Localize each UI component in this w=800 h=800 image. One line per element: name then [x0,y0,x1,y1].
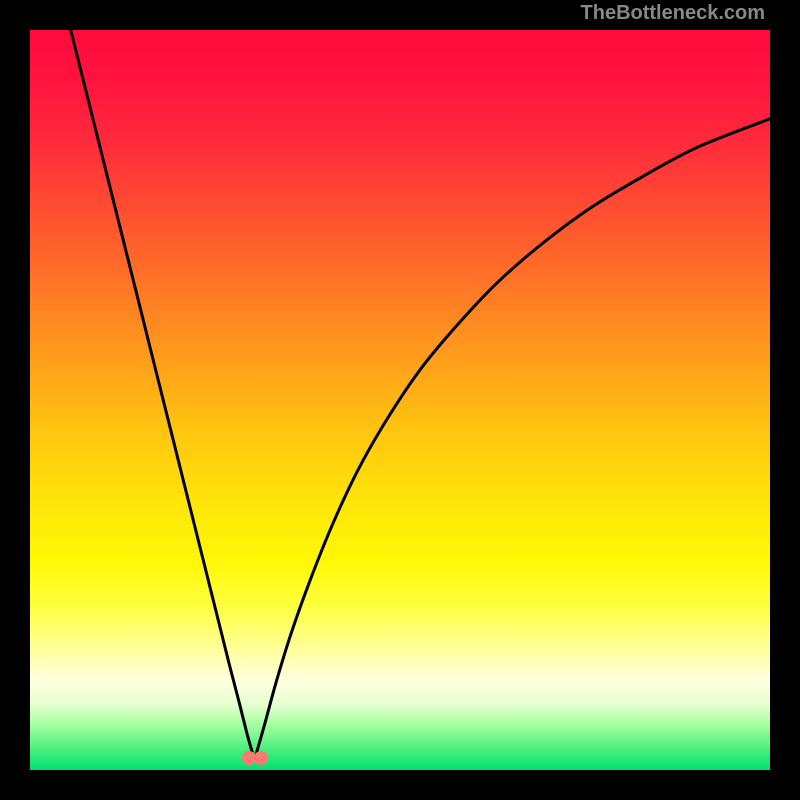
plot-area [30,30,770,770]
watermark-text: TheBottleneck.com [581,2,765,25]
bottleneck-curve [30,30,770,770]
optimal-marker [254,751,268,765]
